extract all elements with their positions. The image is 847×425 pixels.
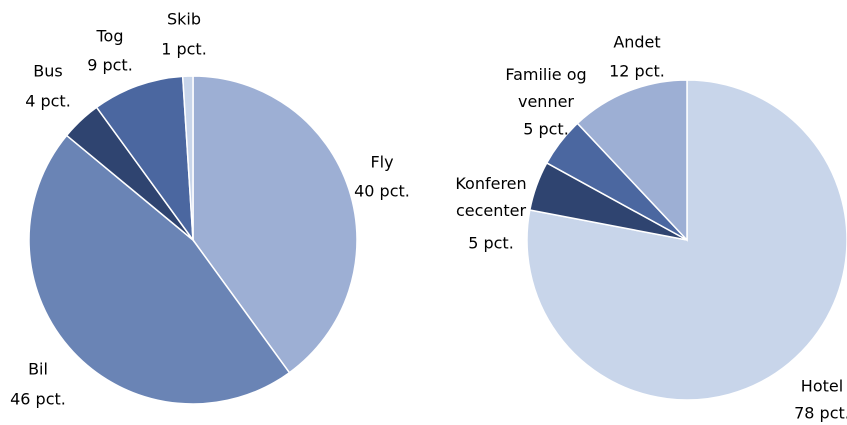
slice-value-label: 4 pct. <box>25 92 71 111</box>
pie-slice <box>95 75 194 243</box>
pie-slice <box>181 75 194 241</box>
slice-label: Bus <box>33 62 62 81</box>
slice-value-label: 46 pct. <box>10 390 66 409</box>
slice-label: Fly <box>370 153 393 172</box>
slice-label: Skib <box>167 10 201 29</box>
slice-label: Bil <box>28 360 48 379</box>
slice-label: Andet <box>613 33 660 52</box>
slice-value-label: 5 pct. <box>468 234 514 253</box>
slice-value-label: 9 pct. <box>87 56 133 75</box>
slice-label: Konferen cecenter <box>455 174 526 220</box>
slice-value-label: 5 pct. <box>523 120 569 139</box>
pie-slice <box>192 75 358 374</box>
slice-value-label: 78 pct. <box>794 404 847 423</box>
slice-value-label: 40 pct. <box>354 182 410 201</box>
slice-label: Tog <box>96 27 124 46</box>
pie-slice <box>576 79 688 242</box>
pie-slice <box>28 134 291 405</box>
slice-label: Familie og venner <box>505 65 586 111</box>
slice-value-label: 12 pct. <box>609 62 665 81</box>
slice-value-label: 1 pct. <box>161 40 207 59</box>
slice-label: Hotel <box>801 377 843 396</box>
